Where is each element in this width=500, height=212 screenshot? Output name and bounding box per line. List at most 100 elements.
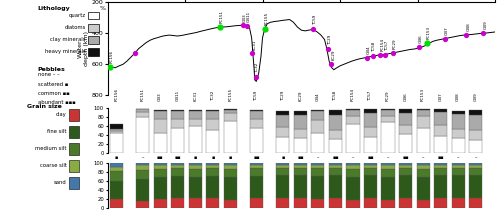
Bar (434, 175, 447, 198)
Text: PC29: PC29 (392, 39, 396, 49)
Text: GB3: GB3 (243, 13, 247, 22)
Bar (154, 119, 166, 133)
Bar (346, 163, 360, 165)
Text: GB9: GB9 (484, 21, 488, 29)
Bar (346, 169, 360, 177)
Bar (68, 126, 80, 138)
Bar (452, 198, 465, 208)
Bar (276, 137, 289, 153)
Bar (469, 163, 482, 165)
Bar (171, 165, 184, 168)
Text: PC156: PC156 (114, 88, 118, 102)
Bar (206, 165, 220, 168)
Text: KC29: KC29 (332, 50, 336, 60)
Bar (346, 124, 360, 153)
Bar (224, 200, 237, 208)
Text: –: – (474, 155, 477, 160)
Bar (452, 175, 465, 198)
Bar (276, 165, 289, 168)
Bar (364, 175, 377, 198)
Bar (469, 130, 482, 140)
Bar (110, 129, 123, 131)
Bar (136, 163, 149, 165)
Bar (399, 163, 412, 165)
Bar (382, 177, 394, 200)
Bar (171, 168, 184, 176)
Bar (224, 113, 237, 121)
Text: PC153: PC153 (427, 26, 431, 39)
Bar (364, 109, 377, 113)
Text: fine silt: fine silt (47, 129, 66, 134)
Text: TC59: TC59 (313, 15, 317, 25)
Bar (434, 165, 447, 168)
Bar (276, 198, 289, 208)
Bar (312, 110, 324, 111)
Text: ▪▪: ▪▪ (174, 155, 181, 160)
Bar (250, 168, 263, 176)
Text: sand: sand (54, 180, 66, 185)
Text: ▪▪: ▪▪ (438, 155, 444, 160)
Bar (250, 128, 263, 153)
Bar (364, 113, 377, 127)
Bar (364, 168, 377, 175)
Bar (171, 119, 184, 128)
Bar (224, 163, 237, 165)
Bar (294, 163, 307, 165)
Bar (452, 163, 465, 165)
Bar (206, 130, 220, 153)
Bar (250, 119, 263, 128)
Text: ▪: ▪ (114, 155, 118, 160)
Bar (276, 115, 289, 127)
Text: GB9: GB9 (474, 93, 478, 102)
Text: ▪: ▪ (211, 155, 214, 160)
Bar (294, 165, 307, 168)
Text: GB6: GB6 (404, 93, 407, 102)
Text: heavy minerals: heavy minerals (45, 49, 86, 54)
Text: GB7: GB7 (438, 93, 442, 102)
Bar (382, 169, 394, 177)
Text: GB11: GB11 (176, 90, 180, 102)
Bar (399, 165, 412, 168)
Bar (416, 128, 430, 153)
Bar (110, 124, 123, 129)
Bar (294, 111, 307, 115)
Bar (276, 175, 289, 198)
Text: ▪: ▪ (228, 155, 232, 160)
Text: Grain size: Grain size (28, 104, 62, 109)
Text: TC32: TC32 (210, 91, 214, 102)
Bar (452, 138, 465, 153)
Bar (346, 109, 360, 110)
Bar (329, 110, 342, 115)
Bar (276, 168, 289, 175)
Bar (329, 175, 342, 198)
Bar (171, 111, 184, 119)
Bar (434, 112, 447, 125)
Bar (416, 200, 430, 208)
Bar (206, 111, 220, 119)
Bar (294, 198, 307, 208)
Bar (434, 125, 447, 136)
Text: none – –: none – – (38, 72, 60, 77)
Text: GB8: GB8 (456, 93, 460, 102)
Bar (68, 160, 80, 172)
Text: GB6: GB6 (419, 34, 423, 43)
Text: KC29: KC29 (298, 91, 302, 102)
Bar (224, 177, 237, 200)
Bar (329, 163, 342, 165)
Bar (250, 198, 263, 208)
Bar (364, 127, 377, 137)
Bar (434, 109, 447, 112)
Bar (416, 169, 430, 177)
Bar (188, 177, 202, 198)
Text: Pebbles: Pebbles (38, 67, 66, 73)
Bar (110, 133, 123, 153)
Text: –: – (316, 155, 319, 160)
Text: PC155: PC155 (265, 11, 269, 25)
Bar (469, 165, 482, 168)
Bar (250, 110, 263, 111)
Bar (469, 168, 482, 175)
Bar (364, 165, 377, 168)
Text: quartz: quartz (69, 13, 86, 18)
Text: scattered ▪: scattered ▪ (38, 82, 68, 87)
Bar (224, 165, 237, 169)
